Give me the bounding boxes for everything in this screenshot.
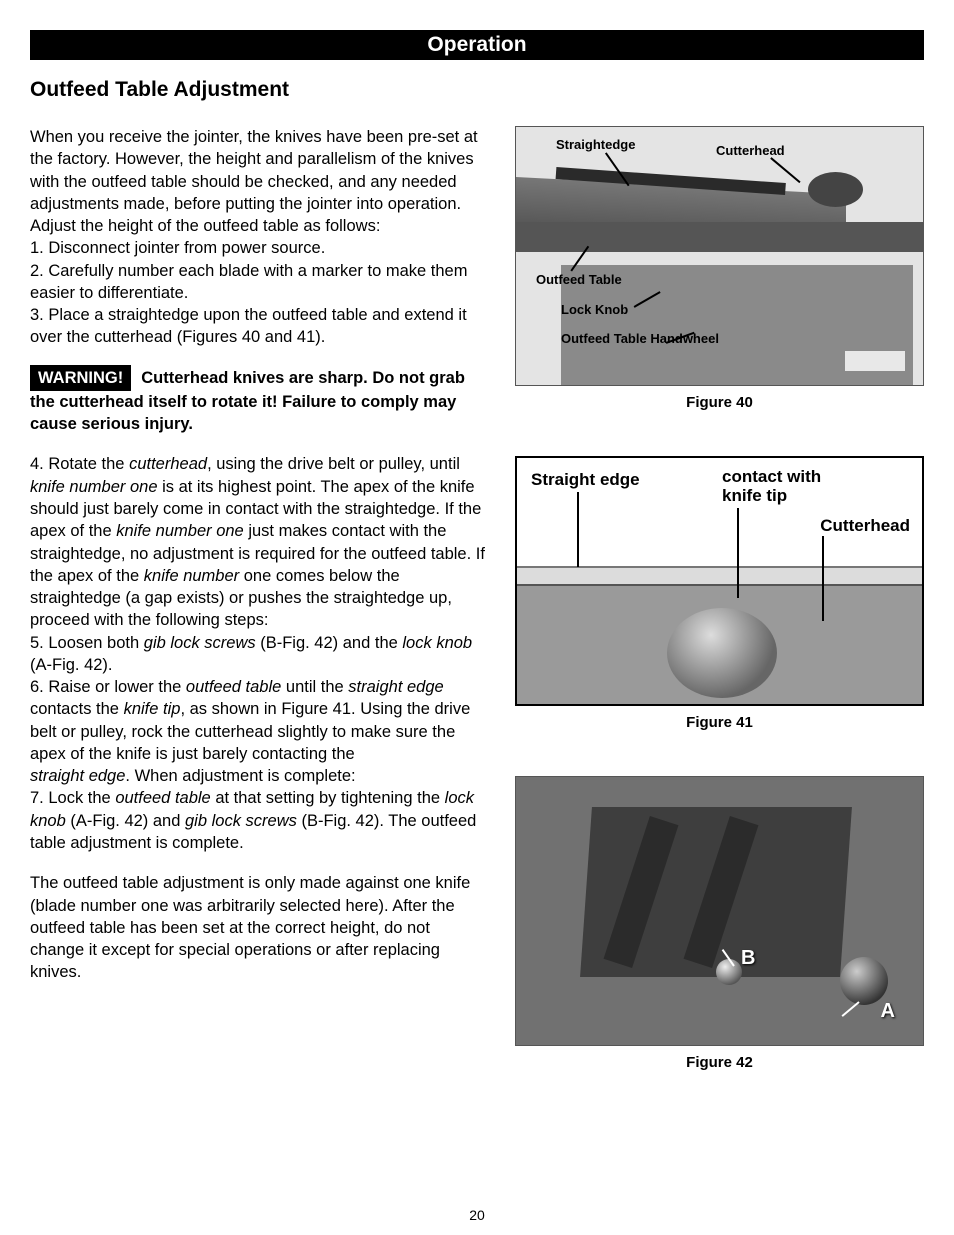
warning-badge: WARNING! [30,365,131,391]
step7-c: (A-Fig. 42) and [66,812,185,830]
step4-b: , using the drive belt or pulley, until [207,455,460,473]
fig40-logo [845,351,905,371]
figure-40-image: Straightedge Cutterhead Outfeed Table Lo… [515,126,924,386]
fig42-marker-b: B [741,947,755,970]
fig40-cutter [808,172,863,207]
step5-a: 5. Loosen both [30,634,144,652]
step-6-cont: straight edge. When adjustment is comple… [30,765,485,787]
italic-gib: gib lock screws [144,634,256,652]
fig41-cutter [667,608,777,698]
fig41-leader-cutterhead [822,536,824,621]
step4-a: 4. Rotate the [30,455,129,473]
step6-a: 6. Raise or lower the [30,678,186,696]
fig40-label-cutterhead: Cutterhead [716,143,785,158]
left-column: When you receive the jointer, the knives… [30,126,485,1101]
figure-41-block: Straight edge contact with knife tip Cut… [515,456,924,731]
step-4: 4. Rotate the cutterhead, using the driv… [30,453,485,631]
italic-knife-one-b: knife number one [116,522,244,540]
italic-straightedge-2: straight edge [30,767,125,785]
figure-41-image: Straight edge contact with knife tip Cut… [515,456,924,706]
figure-41-caption: Figure 41 [515,714,924,731]
fig42-line-a [842,1001,860,1017]
section-header: Operation [30,30,924,60]
fig41-leader-contact [737,508,739,598]
step-3: 3. Place a straightedge upon the outfeed… [30,304,485,349]
closing-paragraph: The outfeed table adjustment is only mad… [30,872,485,983]
step7-a: 7. Lock the [30,789,115,807]
figure-42-block: B A Figure 42 [515,776,924,1071]
closing-text: The outfeed table adjustment is only mad… [30,872,485,983]
italic-knifetip: knife tip [124,700,181,718]
figure-40-caption: Figure 40 [515,394,924,411]
page-number: 20 [0,1207,954,1223]
step-2: 2. Carefully number each blade with a ma… [30,260,485,305]
figure-42-image: B A [515,776,924,1046]
step5-c: (A-Fig. 42). [30,656,113,674]
fig40-label-straightedge: Straightedge [556,137,635,152]
italic-gib-2: gib lock screws [185,812,297,830]
step-1: 1. Disconnect jointer from power source. [30,237,485,259]
italic-lockknob: lock knob [402,634,472,652]
step6-b: until the [281,678,348,696]
fig41-label-cutterhead: Cutterhead [820,516,910,536]
fig40-label-outfeed-table: Outfeed Table [536,272,622,287]
step-6: 6. Raise or lower the outfeed table unti… [30,676,485,765]
step-7: 7. Lock the outfeed table at that settin… [30,787,485,854]
fig42-marker-a: A [881,1000,895,1023]
figure-40-block: Straightedge Cutterhead Outfeed Table Lo… [515,126,924,411]
italic-outfeed: outfeed table [186,678,281,696]
fig41-edge-bar [517,566,922,586]
fig40-leader-cutterhead [771,157,801,183]
italic-outfeed-2: outfeed table [115,789,210,807]
fig42-screw-b [716,959,742,985]
fig40-table-top [516,222,923,252]
step5-b: (B-Fig. 42) and the [256,634,403,652]
fig41-label-contact: contact with knife tip [722,468,842,505]
fig40-label-lock-knob: Lock Knob [561,302,628,317]
italic-knife-one: knife number one [30,478,158,496]
step6-e: . When adjustment is complete: [125,767,355,785]
subheading: Outfeed Table Adjustment [30,78,924,102]
warning-block: WARNING!Cutterhead knives are sharp. Do … [30,365,485,436]
italic-knife-number: knife number [144,567,239,585]
step6-c: contacts the [30,700,124,718]
fig41-leader-straightedge [577,492,579,567]
step-5: 5. Loosen both gib lock screws (B-Fig. 4… [30,632,485,677]
fig40-label-handwheel: Outfeed Table Handwheel [561,332,719,347]
intro-text: When you receive the jointer, the knives… [30,126,485,237]
italic-straightedge: straight edge [348,678,443,696]
fig41-label-straightedge: Straight edge [531,470,640,490]
step7-b: at that setting by tightening the [211,789,445,807]
figure-42-caption: Figure 42 [515,1054,924,1071]
step-4-block: 4. Rotate the cutterhead, using the driv… [30,453,485,854]
fig42-knob-a [840,957,888,1005]
intro-paragraph: When you receive the jointer, the knives… [30,126,485,349]
italic-cutterhead: cutterhead [129,455,207,473]
right-column: Straightedge Cutterhead Outfeed Table Lo… [515,126,924,1101]
